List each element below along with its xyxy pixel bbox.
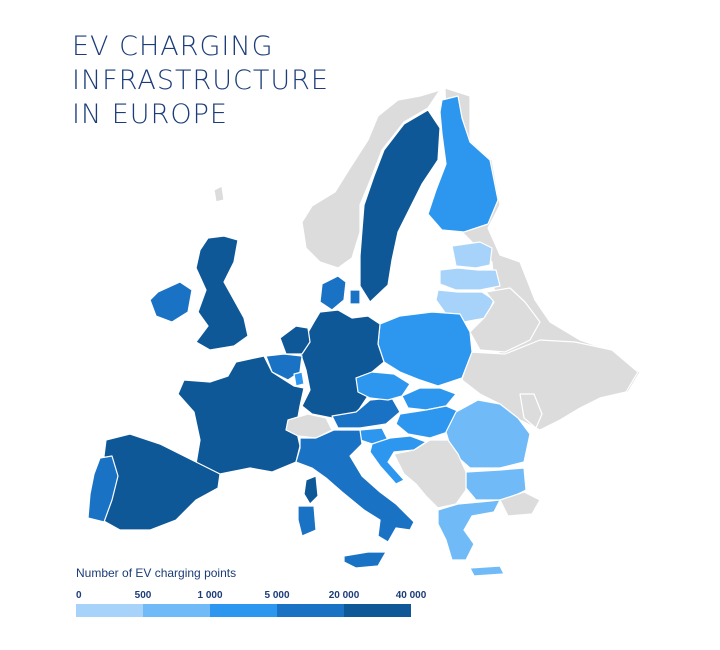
- country-greece[interactable]: [437, 499, 505, 577]
- legend-color-scale: [76, 604, 411, 617]
- country-united-kingdom[interactable]: [195, 235, 249, 351]
- country-norway[interactable]: [301, 89, 441, 269]
- map-title-line-1: EV CHARGING: [72, 31, 274, 62]
- legend-swatch-1: [76, 604, 143, 617]
- country-moldova[interactable]: [519, 393, 543, 429]
- legend-swatch-5: [344, 604, 411, 617]
- map-title: EV CHARGING INFRASTRUCTURE IN EUROPE: [72, 30, 329, 132]
- legend-tick-40000: 40 000: [395, 590, 427, 601]
- legend-title: Number of EV charging points: [76, 566, 237, 580]
- map-title-line-2: INFRASTRUCTURE: [72, 65, 329, 96]
- country-ukraine[interactable]: [461, 339, 639, 431]
- country-austria[interactable]: [331, 397, 401, 429]
- country-turkey[interactable]: [499, 491, 541, 517]
- country-italy[interactable]: [295, 429, 415, 569]
- country-latvia[interactable]: [439, 267, 501, 291]
- country-finland[interactable]: [427, 95, 499, 233]
- legend-ticks: 0 500 1 000 5 000 20 000 40 000: [76, 590, 426, 604]
- legend-swatch-4: [277, 604, 344, 617]
- country-luxembourg[interactable]: [293, 371, 305, 387]
- legend-tick-0: 0: [76, 590, 82, 601]
- legend-swatch-2: [143, 604, 210, 617]
- country-france-corsica[interactable]: [303, 475, 319, 505]
- legend-tick-500: 500: [134, 590, 152, 601]
- country-france[interactable]: [177, 355, 305, 475]
- legend-tick-5000: 5 000: [264, 590, 290, 601]
- country-denmark[interactable]: [319, 275, 361, 311]
- country-portugal[interactable]: [87, 455, 119, 523]
- country-sweden[interactable]: [359, 109, 441, 303]
- legend-tick-1000: 1 000: [197, 590, 223, 601]
- region-western-balkans[interactable]: [393, 439, 467, 509]
- country-croatia[interactable]: [369, 435, 427, 485]
- map-title-line-3: IN EUROPE: [72, 99, 228, 130]
- legend-swatch-3: [210, 604, 277, 617]
- country-estonia[interactable]: [451, 241, 493, 269]
- country-ireland[interactable]: [149, 281, 193, 323]
- legend-tick-20000: 20 000: [328, 590, 360, 601]
- country-iceland[interactable]: [213, 185, 225, 203]
- country-belarus[interactable]: [469, 287, 541, 353]
- country-slovakia[interactable]: [401, 387, 457, 411]
- country-netherlands[interactable]: [279, 325, 311, 355]
